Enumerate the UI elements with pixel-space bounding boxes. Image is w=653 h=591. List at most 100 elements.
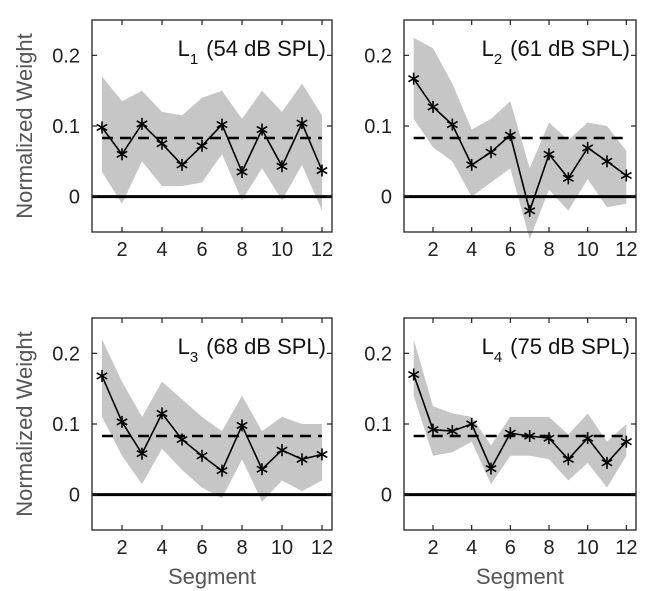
x-tick-label: 12 (311, 537, 333, 559)
data-point (276, 444, 288, 457)
data-point (524, 430, 536, 443)
data-point (136, 117, 148, 130)
y-tick-label: 0.2 (52, 45, 80, 67)
y-axis-title: Normalized Weight (12, 33, 37, 218)
x-tick-label: 12 (311, 239, 333, 261)
data-point (296, 117, 308, 130)
data-point (504, 129, 516, 142)
data-point (562, 172, 574, 185)
data-point (601, 456, 613, 469)
data-point (216, 464, 228, 477)
panel-1: 2 4 6 8 10 12 0 0.1 0.2 L1 (54 dB SPL) Normalized W… (12, 19, 333, 261)
data-point (176, 433, 188, 446)
x-tick-label: 10 (271, 537, 293, 559)
x-tick-label: 6 (196, 537, 207, 559)
data-point (316, 448, 328, 461)
data-point (543, 148, 555, 161)
data-point (136, 447, 148, 460)
data-point (296, 453, 308, 466)
x-tick-label: 8 (543, 239, 554, 261)
data-point (601, 155, 613, 168)
data-point (276, 160, 288, 173)
data-point (504, 427, 516, 440)
x-tick-label: 4 (156, 537, 167, 559)
x-tick-label: 2 (116, 537, 127, 559)
x-tick-label: 10 (271, 239, 293, 261)
data-point (196, 449, 208, 462)
data-point (427, 423, 439, 436)
data-point (582, 432, 594, 445)
x-tick-label: 8 (543, 537, 554, 559)
weight-line (412, 374, 627, 471)
data-point (543, 432, 555, 445)
data-point (176, 158, 188, 171)
data-point (524, 204, 536, 217)
panel-title: L2 (61 dB SPL) (482, 36, 630, 68)
x-tick-label: 10 (577, 537, 599, 559)
panel-title: L3 (68 dB SPL) (178, 334, 326, 366)
confidence-band (413, 339, 627, 488)
x-tick-label: 6 (196, 239, 207, 261)
panel-3: 2 4 6 8 10 12 0 0.1 0.2 L3 (68 dB SPL) Normalized W… (12, 317, 333, 589)
x-tick-label: 2 (116, 239, 127, 261)
data-point (196, 139, 208, 152)
data-point (96, 369, 108, 382)
data-point (408, 72, 420, 85)
y-tick-label: 0 (381, 485, 392, 507)
x-tick-label: 8 (236, 537, 247, 559)
y-tick-label: 0.2 (364, 343, 392, 365)
y-tick-label: 0.1 (364, 414, 392, 436)
y-tick-label: 0.2 (52, 343, 80, 365)
x-tick-label: 10 (577, 239, 599, 261)
y-tick-label: 0.2 (364, 45, 392, 67)
weight-line (101, 121, 323, 174)
confidence-band (102, 339, 322, 502)
data-point (156, 407, 168, 420)
data-point (427, 100, 439, 113)
y-tick-label: 0 (69, 187, 80, 209)
data-point (620, 169, 632, 182)
confidence-band (413, 37, 627, 240)
data-point (216, 118, 228, 131)
y-tick-label: 0.1 (52, 414, 80, 436)
y-tick-label: 0 (69, 485, 80, 507)
panel-2: 2 4 6 8 10 12 0 0.1 0.2 L2 (61 dB SPL) (364, 19, 637, 261)
data-point (116, 148, 128, 161)
data-point (96, 121, 108, 134)
x-tick-label: 4 (466, 239, 477, 261)
panel-title: L4 (75 dB SPL) (482, 334, 630, 366)
data-point (446, 425, 458, 438)
x-tick-label: 4 (156, 239, 167, 261)
x-tick-label: 2 (427, 537, 438, 559)
x-tick-label: 6 (505, 537, 516, 559)
y-tick-label: 0 (381, 187, 392, 209)
data-point (256, 123, 268, 136)
data-point (485, 146, 497, 159)
x-tick-label: 2 (427, 239, 438, 261)
data-point (116, 415, 128, 428)
panel-title: L1 (54 dB SPL) (178, 36, 326, 68)
x-tick-label: 12 (615, 239, 637, 261)
x-tick-label: 12 (615, 537, 637, 559)
x-axis-title: Segment (168, 564, 256, 589)
data-point (485, 462, 497, 475)
confidence-band (102, 76, 322, 211)
data-point (466, 158, 478, 171)
data-point (562, 453, 574, 466)
data-point (156, 137, 168, 150)
data-point (236, 165, 248, 178)
data-point (582, 141, 594, 154)
panel-4: 2 4 6 8 10 12 0 0.1 0.2 L4 (75 dB SPL) Segment (364, 317, 637, 589)
data-point (256, 463, 268, 476)
data-point (446, 118, 458, 131)
x-axis-title: Segment (476, 564, 564, 589)
data-point (316, 164, 328, 177)
x-tick-label: 6 (505, 239, 516, 261)
data-point (236, 419, 248, 432)
data-point (620, 435, 632, 448)
x-tick-label: 4 (466, 537, 477, 559)
data-point (408, 368, 420, 381)
y-axis-title: Normalized Weight (12, 331, 37, 516)
x-tick-label: 8 (236, 239, 247, 261)
